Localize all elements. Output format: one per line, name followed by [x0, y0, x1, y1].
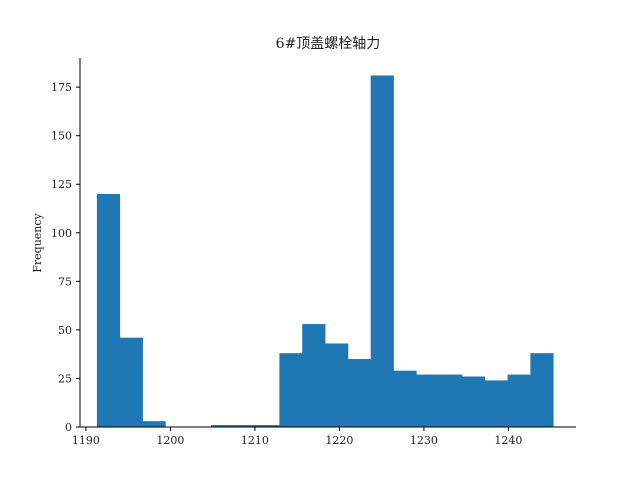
- y-tick-label: 100: [51, 227, 72, 240]
- histogram-bar: [530, 353, 554, 427]
- x-tick-label: 1190: [72, 434, 100, 447]
- histogram-bar: [210, 425, 235, 427]
- x-tick-label: 1230: [410, 434, 438, 447]
- histogram-bar: [461, 376, 486, 427]
- y-tick-label: 150: [51, 130, 72, 143]
- histogram-bar: [484, 380, 508, 427]
- y-tick-label: 75: [58, 275, 72, 288]
- y-axis-label: Frequency: [31, 212, 44, 272]
- histogram-bar: [507, 374, 531, 427]
- histogram-bar: [96, 193, 121, 427]
- y-axis-ticks: 0 25 50 75 100 125 150 175: [51, 81, 80, 434]
- x-tick-label: 1240: [494, 434, 522, 447]
- y-tick-label: 25: [58, 372, 72, 385]
- histogram-bar: [416, 374, 440, 427]
- x-tick-label: 1210: [241, 434, 269, 447]
- histogram-bar: [142, 421, 166, 427]
- histogram-bar: [393, 370, 417, 427]
- histogram-bar: [325, 343, 349, 427]
- y-tick-label: 50: [58, 324, 72, 337]
- y-tick-label: 0: [65, 421, 72, 434]
- x-tick-label: 1220: [325, 434, 353, 447]
- histogram-bar: [233, 425, 257, 427]
- x-tick-label: 1200: [156, 434, 184, 447]
- histogram-bar: [119, 337, 143, 427]
- y-tick-label: 125: [51, 178, 72, 191]
- histogram-bar: [439, 374, 463, 427]
- x-axis-ticks: 1190 1200 1210 1220 1230 1240: [72, 427, 522, 447]
- histogram-bar: [347, 359, 372, 427]
- histogram-bar: [370, 75, 394, 428]
- histogram-bar: [302, 324, 326, 427]
- y-tick-label: 175: [51, 81, 72, 94]
- histogram-bar: [279, 353, 303, 427]
- histogram-bar: [256, 425, 280, 427]
- chart-title: 6#顶盖螺栓轴力: [276, 36, 381, 52]
- histogram-bars: [96, 75, 554, 428]
